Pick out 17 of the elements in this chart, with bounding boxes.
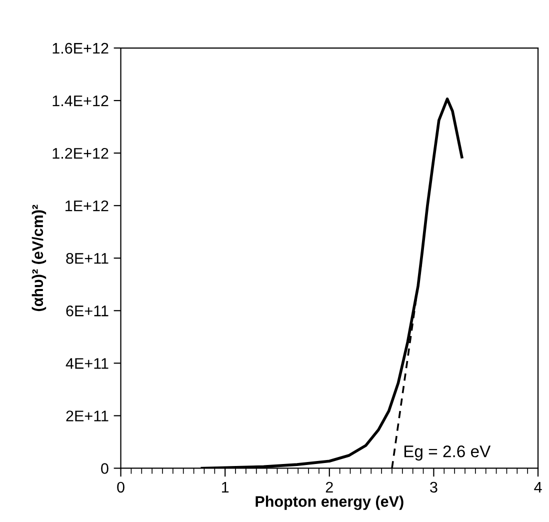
y-tick-label: 4E+11 xyxy=(66,358,108,369)
x-axis-title: Phopton energy (eV) xyxy=(256,496,404,510)
y-tick-label: 1E+12 xyxy=(66,200,108,212)
annotation: Eg = 2.6 eV xyxy=(404,445,491,461)
y-tick-label: 1.4E+12 xyxy=(52,95,108,106)
x-tick-label: 1 xyxy=(222,482,229,492)
y-tick-label: 1.6E+12 xyxy=(52,42,108,54)
x-tick-label: 4 xyxy=(534,482,542,492)
x-tick-label: 3 xyxy=(430,482,438,493)
y-axis-title: (αhυ)² (eV/cm)² xyxy=(32,204,46,312)
x-tick-label: 0 xyxy=(117,482,124,493)
y-tick-label: 2E+11 xyxy=(66,410,108,422)
y-tick-label: 0 xyxy=(101,463,108,474)
y-tick-label: 8E+11 xyxy=(66,252,108,264)
x-tick-label: 2 xyxy=(326,482,333,492)
y-tick-label: 6E+11 xyxy=(66,306,108,316)
y-tick-label: 1.2E+12 xyxy=(52,148,108,159)
